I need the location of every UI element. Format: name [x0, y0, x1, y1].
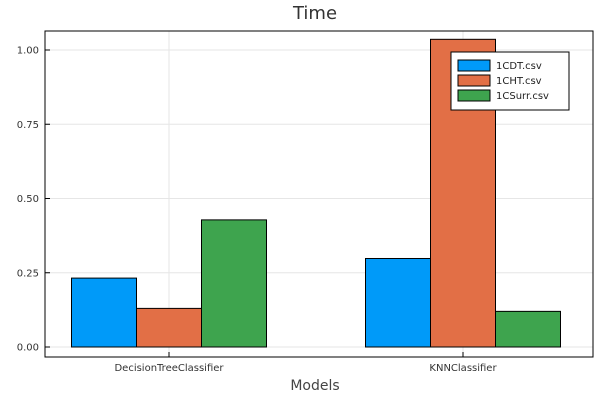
- y-tick-label: 0.50: [17, 194, 39, 205]
- legend-swatch: [457, 89, 491, 102]
- bar-1csurr-csv-knnclassifier: [495, 310, 561, 348]
- chart-title: Time: [292, 3, 337, 24]
- legend-entry: 1CDT.csv: [496, 61, 542, 72]
- y-tick-label: 1.00: [17, 46, 39, 57]
- x-tick-label: KNNClassifier: [429, 363, 497, 374]
- legend-entry: 1CSurr.csv: [496, 91, 549, 102]
- plot-frame: [44, 30, 594, 358]
- legend: 1CDT.csv 1CHT.csv 1CSurr.csv: [450, 51, 570, 111]
- y-axis-ticks: 0.00 0.25 0.50 0.75 1.00: [17, 46, 50, 354]
- x-tick-label: DecisionTreeClassifier: [114, 363, 224, 374]
- legend-swatch: [457, 74, 491, 87]
- x-axis-ticks: DecisionTreeClassifier KNNClassifier: [114, 352, 497, 374]
- y-tick-label: 0.00: [17, 343, 39, 354]
- bar-1cdt-csv-decisiontreeclassifier: [71, 277, 137, 348]
- bar-1cdt-csv-knnclassifier: [365, 257, 431, 348]
- legend-swatch: [457, 59, 491, 72]
- legend-entry: 1CHT.csv: [496, 76, 542, 87]
- y-tick-label: 0.25: [17, 268, 39, 279]
- bar-1cht-csv-decisiontreeclassifier: [136, 307, 202, 348]
- x-axis-label: Models: [290, 378, 339, 394]
- bar-1csurr-csv-decisiontreeclassifier: [201, 219, 267, 348]
- y-tick-label: 0.75: [17, 120, 39, 131]
